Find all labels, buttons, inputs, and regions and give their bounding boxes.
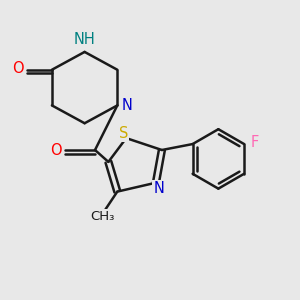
Text: O: O (50, 142, 61, 158)
Text: F: F (250, 135, 259, 150)
Text: NH: NH (74, 32, 95, 47)
Text: N: N (122, 98, 133, 113)
Text: N: N (154, 181, 164, 196)
Text: CH₃: CH₃ (90, 210, 115, 224)
Text: S: S (118, 126, 128, 141)
Text: O: O (12, 61, 23, 76)
